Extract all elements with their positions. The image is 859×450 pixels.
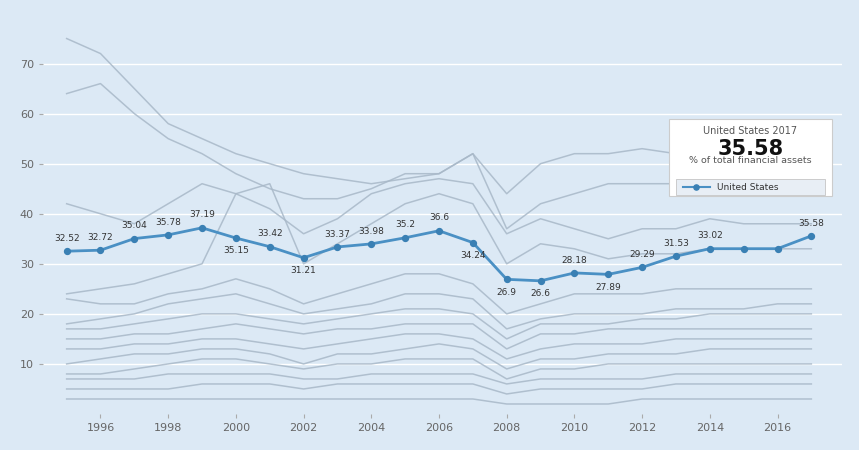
Point (161, 231, 175, 239)
Text: % of total financial assets: % of total financial assets (689, 156, 812, 165)
Point (805, 232, 819, 239)
Point (432, 227, 446, 234)
Point (466, 239, 479, 246)
Point (364, 240, 378, 248)
Text: 27.89: 27.89 (595, 283, 621, 292)
FancyBboxPatch shape (669, 119, 832, 196)
Point (737, 245, 751, 252)
Point (229, 234, 243, 242)
Text: 33.02: 33.02 (697, 231, 722, 240)
Text: United States 2017: United States 2017 (704, 126, 797, 136)
Text: 26.6: 26.6 (531, 289, 551, 298)
Text: 33.37: 33.37 (325, 230, 350, 238)
Point (771, 245, 784, 252)
Point (195, 224, 209, 231)
Text: 35.58: 35.58 (798, 219, 825, 228)
Text: 32.72: 32.72 (88, 233, 113, 242)
Point (635, 264, 649, 271)
Text: 35.58: 35.58 (717, 139, 783, 159)
Point (94, 247, 107, 254)
Text: 28.18: 28.18 (562, 256, 588, 265)
Text: 31.53: 31.53 (663, 239, 689, 248)
Text: 35.04: 35.04 (121, 221, 147, 230)
Text: 37.19: 37.19 (189, 211, 215, 220)
Point (296, 254, 310, 261)
Text: 29.29: 29.29 (630, 250, 655, 259)
Point (60, 248, 74, 255)
Point (263, 243, 277, 250)
Point (500, 276, 514, 283)
Text: 35.78: 35.78 (155, 217, 181, 226)
Point (533, 277, 547, 284)
Point (399, 234, 412, 241)
Point (669, 252, 683, 260)
Point (601, 271, 615, 278)
Text: 36.6: 36.6 (429, 213, 449, 222)
Point (690, 184, 704, 191)
FancyBboxPatch shape (676, 179, 825, 195)
Point (331, 243, 344, 251)
Text: 35.2: 35.2 (395, 220, 415, 230)
Point (703, 245, 716, 252)
Text: 33.42: 33.42 (257, 230, 283, 238)
Text: 31.21: 31.21 (290, 266, 316, 275)
Text: 32.52: 32.52 (54, 234, 80, 243)
Text: United States: United States (716, 183, 778, 192)
Text: 33.98: 33.98 (358, 226, 384, 235)
Point (127, 235, 141, 242)
Point (568, 269, 582, 276)
Text: 34.24: 34.24 (460, 251, 485, 260)
Text: 26.9: 26.9 (497, 288, 517, 297)
Text: 35.15: 35.15 (223, 246, 249, 255)
